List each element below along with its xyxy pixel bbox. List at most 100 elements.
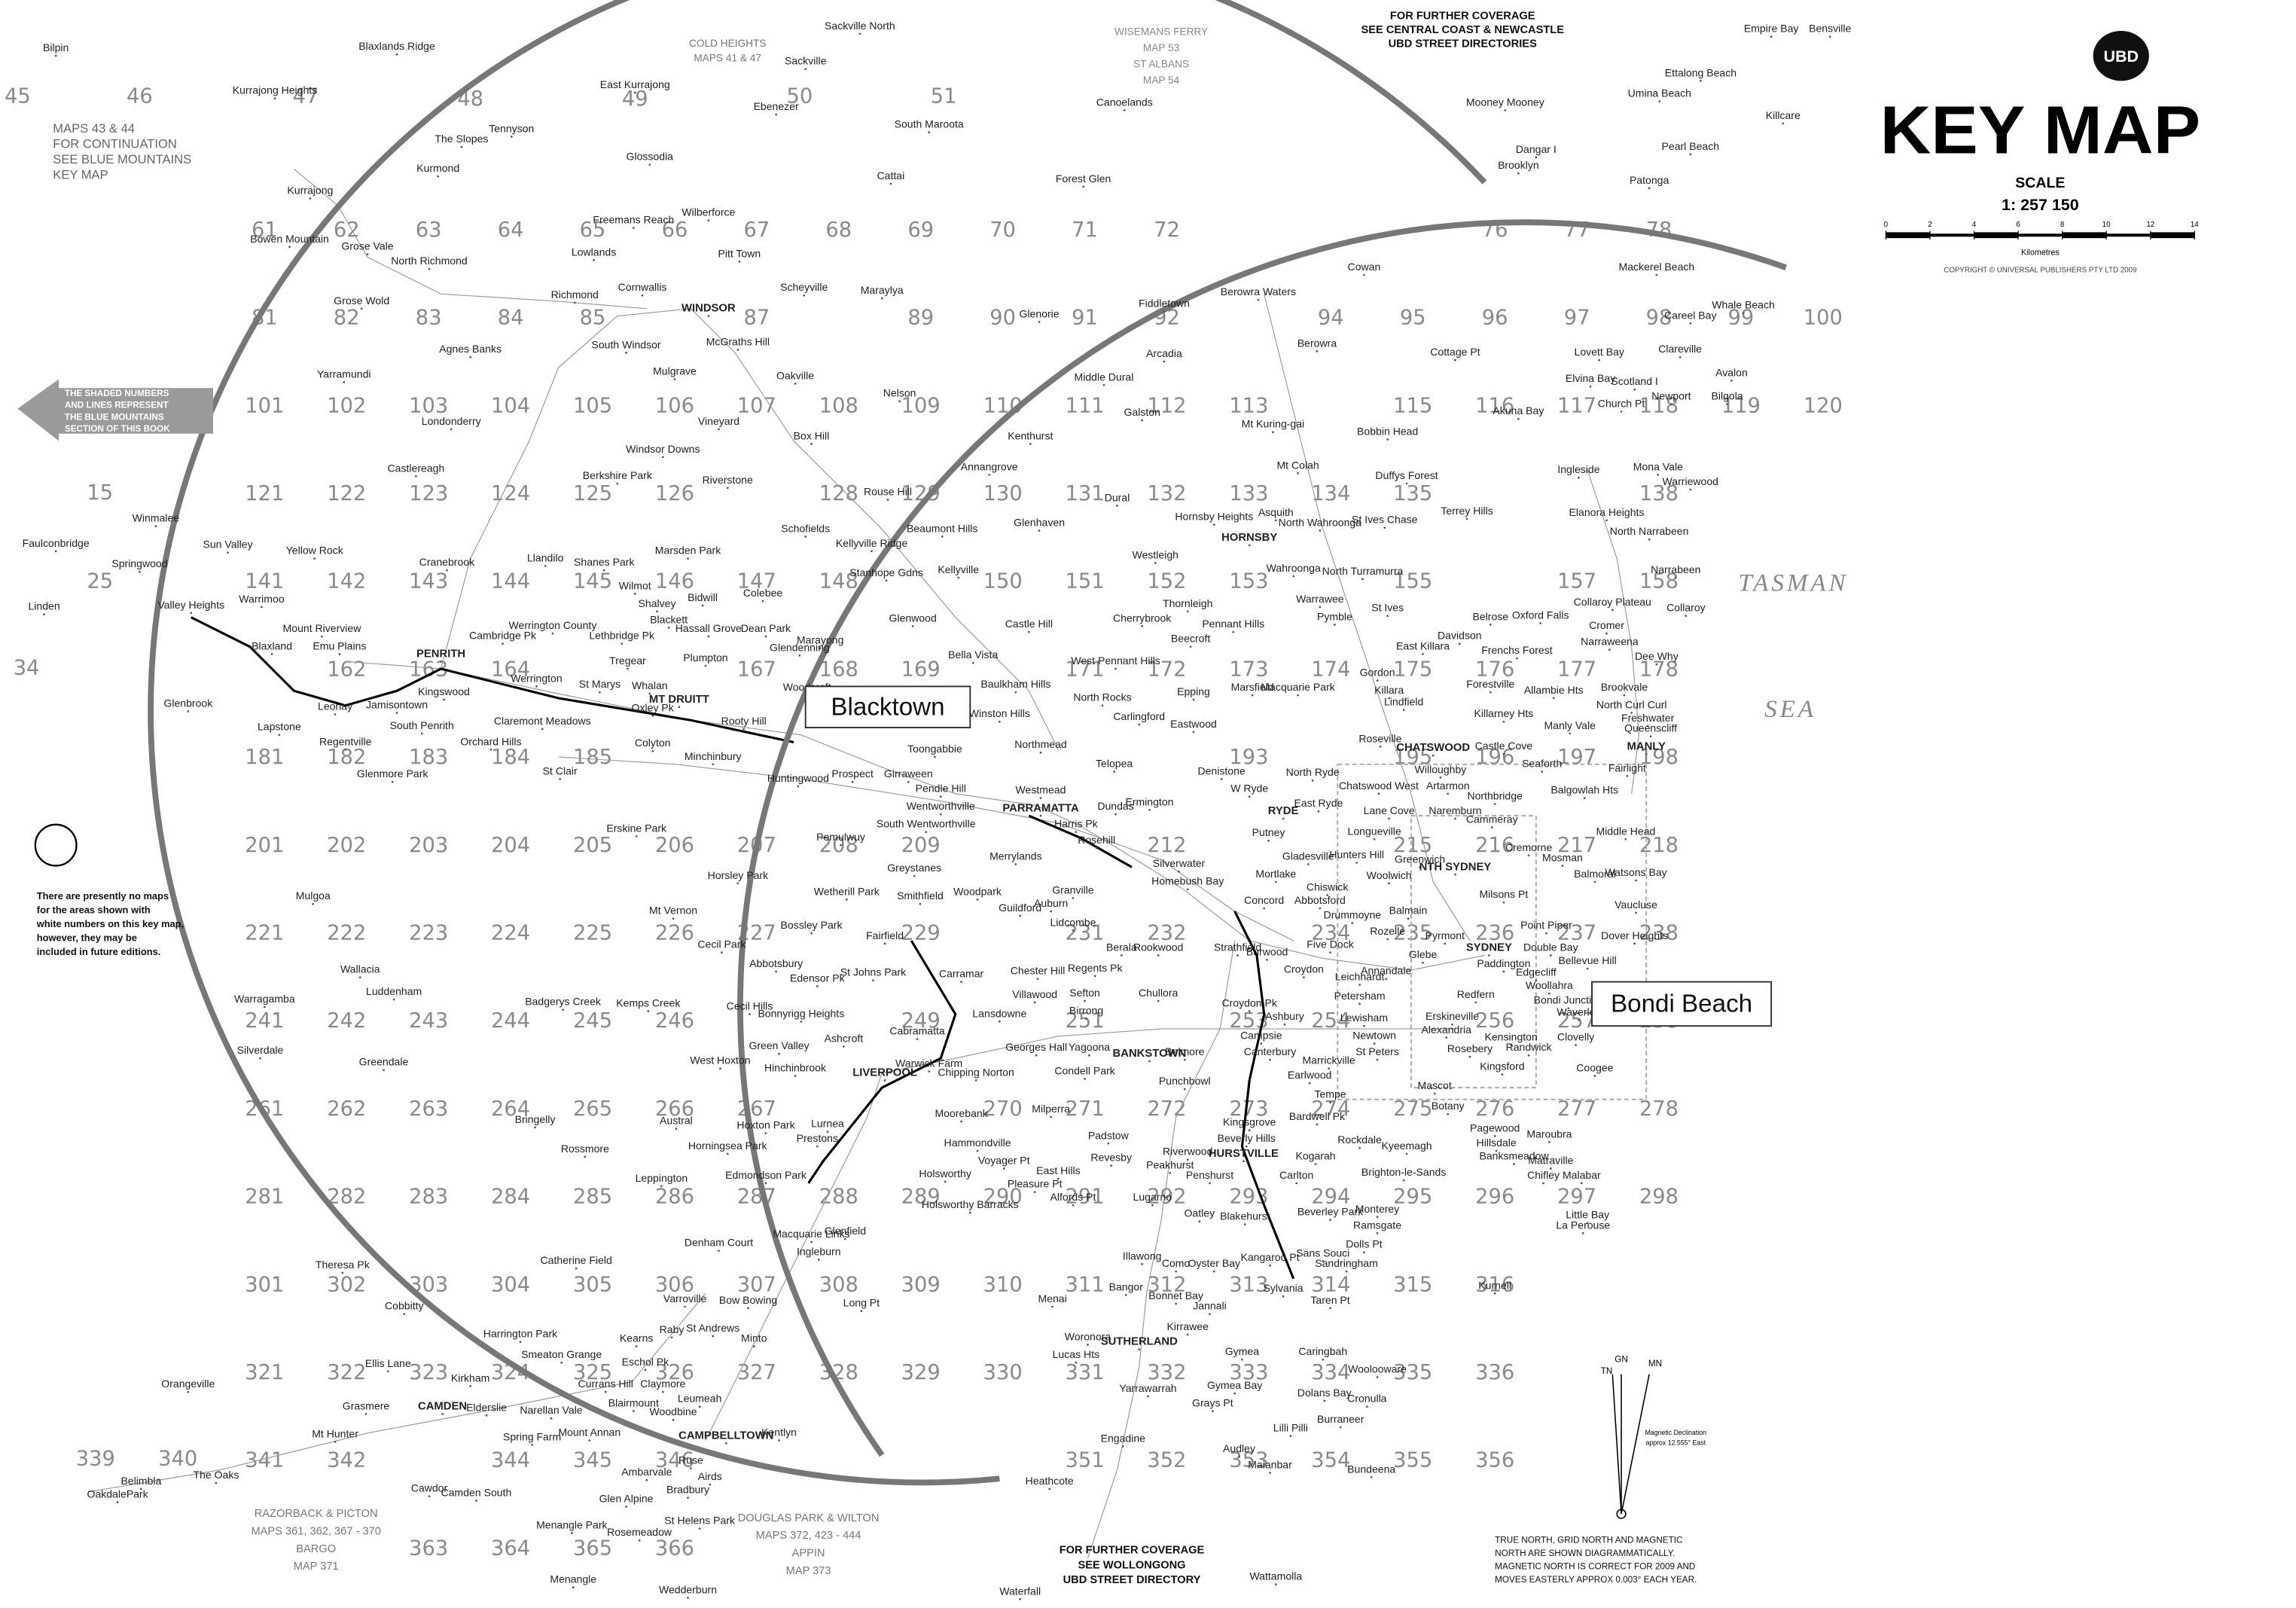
page-number: 336 — [1475, 1361, 1514, 1384]
place-label: Kearns — [620, 1332, 654, 1344]
page-number: 95 — [1400, 307, 1426, 330]
place-dot — [1309, 1082, 1311, 1085]
place-label: Hoxton Park — [736, 1119, 795, 1131]
place-label: North Ryde — [1286, 766, 1340, 778]
place-label: Alfords Pt — [1050, 1191, 1096, 1203]
place-label: Arcadia — [1146, 347, 1182, 359]
place-dot — [365, 1413, 367, 1415]
place-dot — [699, 1405, 701, 1408]
place-dot — [396, 53, 398, 56]
place-dot — [1038, 321, 1041, 323]
scale-tick-label: 14 — [2191, 221, 2199, 229]
place-label: Hammondville — [944, 1137, 1011, 1149]
place-label: Cobbitty — [385, 1300, 424, 1312]
page-number: 103 — [409, 394, 448, 417]
place-label: Merrylands — [989, 850, 1041, 862]
place-dot — [1502, 1073, 1504, 1076]
scale-tick-label: 6 — [2016, 221, 2020, 229]
place-dot — [1700, 80, 1702, 82]
place-dot — [1275, 1583, 1277, 1585]
place-label: Randwick — [1506, 1041, 1553, 1053]
place-label: HURSTVILLE — [1209, 1148, 1279, 1160]
place-dot — [1037, 978, 1039, 980]
place-label: Lindfield — [1384, 696, 1423, 708]
place-label: Dangar I — [1516, 143, 1557, 155]
place-dot — [687, 1597, 689, 1599]
map-note: KEY MAP — [53, 168, 108, 182]
place-dot — [1590, 386, 1592, 388]
place-dot — [1488, 954, 1490, 957]
place-label: Castle Cove — [1475, 740, 1533, 752]
place-dot — [1611, 609, 1614, 612]
place-dot — [1318, 810, 1320, 813]
place-dot — [1019, 914, 1021, 917]
place-label: Kurrajong — [287, 184, 333, 196]
place-label: Eastwood — [1170, 718, 1217, 730]
place-dot — [1340, 1426, 1342, 1429]
place-dot — [1377, 679, 1379, 682]
place-label: Seaforth — [1522, 758, 1562, 770]
page-number: 104 — [491, 394, 530, 417]
page-number: 307 — [737, 1273, 776, 1296]
place-dot — [415, 475, 417, 478]
place-label: OakdalePark — [87, 1487, 149, 1500]
page-number: 97 — [1564, 307, 1590, 330]
place-dot — [625, 352, 627, 354]
place-label: Hillsdale — [1477, 1137, 1517, 1149]
place-label: Mt Kuring-gai — [1242, 418, 1305, 430]
place-label: Berkshire Park — [583, 469, 653, 481]
place-dot — [1040, 815, 1042, 817]
place-dot — [440, 661, 442, 663]
place-label: Pagewood — [1470, 1122, 1520, 1134]
place-dot — [1346, 1271, 1348, 1273]
page-number: 142 — [327, 570, 366, 593]
place-label: Tempe — [1314, 1088, 1346, 1100]
place-dot — [916, 1038, 919, 1040]
page-number: 83 — [416, 307, 442, 330]
place-dot — [339, 653, 341, 655]
place-dot — [749, 1013, 751, 1015]
page-number: 262 — [327, 1097, 366, 1121]
page-number: 287 — [737, 1185, 776, 1209]
place-dot — [1154, 562, 1157, 564]
place-dot — [428, 1495, 431, 1497]
place-dot — [648, 163, 651, 166]
place-dot — [1578, 477, 1580, 479]
place-dot — [707, 315, 709, 317]
place-dot — [1608, 648, 1611, 651]
place-dot — [534, 1126, 536, 1128]
page-number: 243 — [409, 1009, 448, 1033]
place-label: Valley Heights — [157, 599, 224, 611]
page-number: 285 — [573, 1185, 612, 1209]
place-dot — [913, 875, 916, 877]
place-label: Lucas Hts — [1053, 1348, 1099, 1360]
place-dot — [450, 428, 453, 430]
place-label: Richmond — [551, 288, 599, 301]
place-label: North Richmond — [391, 255, 468, 267]
place-dot — [1125, 1294, 1127, 1296]
map-note: MOVES EASTERLY APPROX 0.003° EACH YEAR. — [1495, 1575, 1697, 1585]
place-label: Lane Cove — [1364, 804, 1415, 816]
place-label: Concord — [1244, 894, 1284, 906]
page-number: 339 — [76, 1447, 115, 1470]
place-label: Castlereagh — [388, 462, 445, 474]
place-dot — [675, 1127, 678, 1130]
place-dot — [190, 612, 192, 614]
place-label: Beverley Park — [1297, 1206, 1364, 1218]
place-label: LIVERPOOL — [852, 1067, 917, 1079]
place-dot — [261, 606, 263, 609]
place-dot — [747, 1307, 749, 1310]
place-label: Mortlake — [1255, 868, 1296, 880]
place-label: Fairfield — [866, 929, 904, 941]
place-label: Chiswick — [1307, 880, 1349, 892]
place-label: Grays Pt — [1192, 1396, 1233, 1408]
place-dot — [1440, 777, 1442, 779]
place-dot — [1072, 929, 1075, 932]
place-label: Gordon — [1360, 667, 1395, 679]
place-dot — [699, 1527, 701, 1530]
place-dot — [1028, 631, 1030, 633]
place-label: Narellan Vale — [520, 1404, 582, 1416]
place-label: Bella Vista — [948, 648, 998, 661]
map-note: DOUGLAS PARK & WILTON — [738, 1512, 880, 1524]
place-dot — [1689, 489, 1691, 491]
